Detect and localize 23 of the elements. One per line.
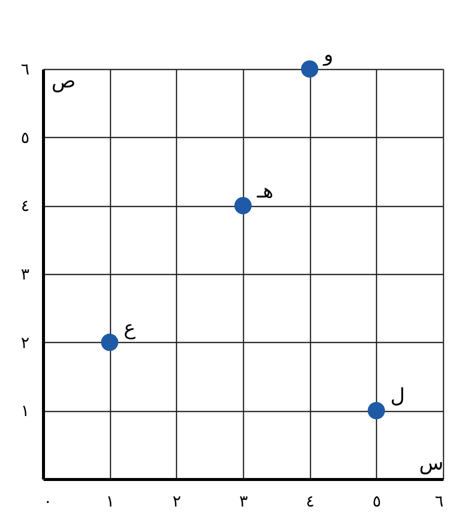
x-tick-label: ٣ — [239, 492, 248, 510]
annotation: و — [322, 42, 334, 66]
y-tick-label: ٤ — [20, 196, 30, 216]
point — [101, 334, 118, 351]
x-tick-label: ٤ — [306, 492, 314, 510]
y-tick-label: ٣ — [20, 264, 30, 284]
y-tick-label: ٢ — [20, 332, 30, 352]
y-tick-label: ٥ — [20, 128, 30, 147]
x-tick-label: ٠ — [44, 492, 52, 510]
y-axis-title: ص — [52, 68, 76, 92]
x-tick-label: ٥ — [372, 492, 382, 510]
x-tick-label: ٦ — [434, 492, 444, 510]
x-tick-label: ١ — [106, 492, 114, 510]
annotation: هـ — [256, 178, 274, 203]
y-tick-label: ٦ — [20, 60, 30, 78]
annotation: ل — [390, 384, 405, 408]
y-tick-label: ١ — [20, 401, 30, 420]
annotation: ع — [124, 315, 136, 340]
point — [301, 60, 318, 78]
x-tick-label: ٢ — [172, 492, 182, 510]
point — [234, 197, 252, 214]
x-axis-title: س — [419, 450, 444, 474]
point — [368, 402, 385, 420]
